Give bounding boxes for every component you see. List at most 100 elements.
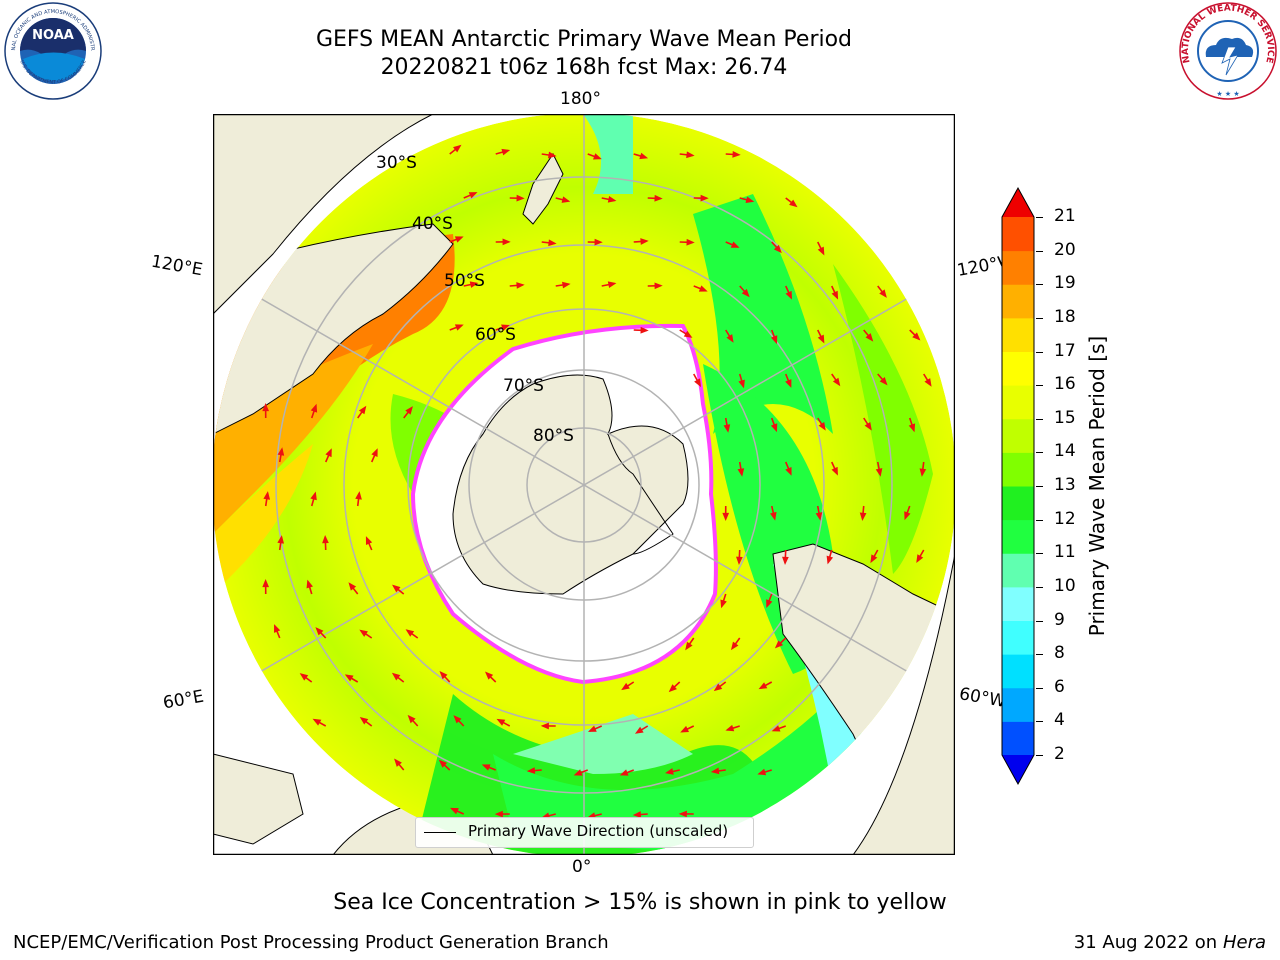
wave-direction-arrow bbox=[555, 196, 571, 203]
wave-direction-arrow bbox=[494, 810, 510, 818]
colorbar-tick-label: 11 bbox=[1054, 542, 1076, 563]
wave-direction-arrow bbox=[739, 196, 755, 203]
wave-direction-arrow bbox=[720, 593, 727, 609]
legend-label: Primary Wave Direction (unscaled) bbox=[468, 822, 729, 840]
colorbar-band bbox=[1002, 586, 1034, 621]
colorbar-tick-mark bbox=[1036, 452, 1043, 454]
lat-label-40s: 40°S bbox=[412, 214, 453, 234]
wave-direction-arrow bbox=[277, 447, 285, 463]
nws-logo: NATIONAL WEATHER SERVICE ★ ★ ★ bbox=[1179, 2, 1277, 100]
colorbar-tick-label: 8 bbox=[1054, 643, 1065, 664]
wave-direction-arrow bbox=[739, 285, 750, 298]
colorbar-band bbox=[1002, 452, 1034, 487]
colorbar-tick-mark bbox=[1036, 351, 1043, 353]
colorbar-under-arrow bbox=[1002, 755, 1034, 784]
wave-direction-arrow bbox=[587, 725, 603, 732]
wave-direction-arrow bbox=[766, 593, 773, 609]
wave-direction-arrow bbox=[274, 624, 281, 639]
wave-direction-arrow bbox=[710, 767, 726, 775]
graticule bbox=[213, 114, 955, 855]
wave-direction-arrow bbox=[262, 579, 270, 595]
wave-direction-arrow bbox=[405, 629, 419, 639]
colorbar-band bbox=[1002, 687, 1034, 722]
colorbar-tick-mark bbox=[1036, 755, 1043, 756]
wave-direction-arrow bbox=[730, 637, 741, 651]
lat-label-80s: 80°S bbox=[533, 426, 574, 446]
wave-direction-arrow bbox=[817, 417, 826, 431]
wave-direction-arrow bbox=[647, 282, 663, 290]
wave-direction-arrow bbox=[394, 758, 405, 771]
colorbar-tick-label: 21 bbox=[1054, 206, 1076, 226]
svg-text:★ ★ ★: ★ ★ ★ bbox=[1216, 90, 1239, 98]
wave-direction-arrow bbox=[725, 724, 740, 732]
wave-direction-arrow bbox=[679, 329, 693, 338]
wave-direction-arrow bbox=[665, 768, 680, 775]
colorbar-tick-label: 19 bbox=[1054, 273, 1076, 294]
wave-direction-arrow bbox=[678, 810, 694, 818]
wave-direction-arrow bbox=[509, 282, 525, 289]
colorbar-tick-label: 13 bbox=[1054, 475, 1076, 495]
colorbar-tick-label: 2 bbox=[1054, 744, 1065, 764]
colorbar-tick-mark bbox=[1036, 553, 1043, 555]
wave-direction-arrows bbox=[262, 144, 932, 820]
legend-line-sample bbox=[424, 832, 456, 833]
land-antarctica bbox=[452, 374, 689, 595]
colorbar-tick-mark bbox=[1036, 721, 1043, 723]
colorbar-label: Primary Wave Mean Period [s] bbox=[1085, 335, 1109, 637]
wave-direction-arrow bbox=[771, 725, 787, 732]
wave-direction-arrow bbox=[495, 324, 510, 331]
wave-direction-arrow bbox=[370, 448, 378, 463]
land-new-zealand bbox=[522, 153, 564, 225]
wave-direction-arrow bbox=[407, 714, 419, 727]
colorbar-band bbox=[1002, 553, 1034, 588]
wave-direction-arrow bbox=[782, 549, 789, 565]
wave-direction-arrow bbox=[817, 241, 825, 256]
wave-direction-arrow bbox=[774, 637, 787, 649]
wave-direction-arrow bbox=[725, 241, 740, 248]
wave-direction-arrow bbox=[863, 417, 872, 431]
date-stamp: 31 Aug 2022 on Hera bbox=[1073, 932, 1266, 953]
wave-direction-arrow bbox=[621, 681, 635, 691]
wave-direction-arrow bbox=[830, 461, 838, 476]
wave-direction-arrow bbox=[449, 144, 462, 155]
wave-direction-arrow bbox=[481, 764, 497, 771]
colorbar-tick-label: 15 bbox=[1054, 407, 1076, 428]
colorbar-band bbox=[1002, 620, 1034, 655]
wave-direction-arrow bbox=[685, 637, 695, 651]
colorbar-tick-mark bbox=[1036, 217, 1043, 218]
wave-direction-arrow bbox=[770, 417, 778, 433]
wave-direction-arrow bbox=[647, 194, 663, 202]
footnote: Sea Ice Concentration > 15% is shown in … bbox=[333, 890, 947, 915]
wave-direction-arrow bbox=[817, 329, 825, 344]
wave-direction-arrow bbox=[770, 329, 778, 345]
patch-lime-east bbox=[833, 264, 933, 574]
wave-direction-arrow bbox=[403, 406, 413, 419]
wave-direction-arrow bbox=[784, 461, 792, 476]
wave-direction-arrow bbox=[573, 769, 589, 776]
wave-direction-arrow bbox=[815, 505, 823, 521]
lon-label-120e: 120°E bbox=[149, 251, 205, 281]
wave-direction-arrow bbox=[438, 759, 451, 771]
patch-teal-south bbox=[513, 714, 693, 774]
wave-direction-arrow bbox=[526, 767, 542, 774]
colorbar-tick-label: 20 bbox=[1054, 239, 1076, 260]
wave-direction-arrow bbox=[875, 461, 883, 477]
colorbar-tick-label: 6 bbox=[1054, 676, 1065, 697]
colorbar-tick-mark bbox=[1036, 317, 1043, 319]
wave-direction-arrow bbox=[693, 194, 709, 202]
colorbar-band bbox=[1002, 721, 1034, 756]
colorbar-over-arrow bbox=[1002, 188, 1034, 217]
colorbar-tick-label: 18 bbox=[1054, 306, 1076, 327]
wave-direction-arrow bbox=[785, 285, 792, 300]
chart-subtitle: 20220821 t06z 168h fcst Max: 26.74 bbox=[380, 55, 788, 80]
chart-title: GEFS MEAN Antarctic Primary Wave Mean Pe… bbox=[315, 27, 853, 52]
wave-direction-arrow bbox=[359, 716, 373, 727]
wave-direction-arrow bbox=[344, 674, 359, 683]
wave-direction-arrow bbox=[908, 417, 916, 433]
lon-label-60e: 60°E bbox=[161, 686, 206, 714]
svg-text:NOAA: NOAA bbox=[32, 28, 74, 43]
patch-amber-australia bbox=[213, 344, 373, 534]
map-panel: 30°S 40°S 50°S 60°S 70°S 80°S bbox=[213, 114, 955, 855]
wave-direction-arrow bbox=[632, 811, 648, 818]
wave-direction-arrow bbox=[357, 405, 367, 419]
